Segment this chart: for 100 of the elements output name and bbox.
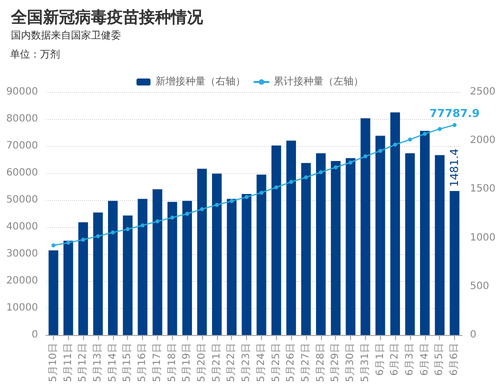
- chart-title: 全国新冠病毒疫苗接种情况: [10, 8, 204, 26]
- x-tick-label: 5月29日: [330, 343, 342, 382]
- y2-tick-label: 1500: [470, 184, 496, 195]
- bar: [316, 153, 326, 335]
- point: [81, 238, 86, 242]
- point: [363, 154, 368, 158]
- point: [393, 142, 398, 147]
- y-tick-label: 60000: [6, 168, 38, 178]
- y2-tick-label: 500: [470, 280, 490, 292]
- y2-tick-label: 2000: [470, 135, 496, 146]
- point: [244, 195, 249, 200]
- bar: [434, 155, 445, 335]
- x-tick-label: 5月26日: [286, 343, 297, 382]
- bar: [405, 153, 415, 335]
- y2-tick-label: 2500: [470, 86, 496, 98]
- point: [110, 230, 115, 234]
- point: [422, 132, 427, 136]
- y-tick-label: 40000: [6, 222, 38, 232]
- x-tick-label: 6月6日: [449, 343, 460, 376]
- point: [170, 216, 174, 220]
- x-tick-label: 5月18日: [166, 343, 178, 382]
- x-tick-label: 5月23日: [241, 343, 252, 382]
- point: [214, 202, 219, 207]
- point: [438, 126, 442, 131]
- bar: [93, 212, 103, 335]
- x-tick-label: 5月27日: [300, 343, 312, 382]
- x-tick-label: 5月19日: [182, 343, 193, 382]
- bar: [78, 222, 88, 335]
- bar: [182, 200, 192, 335]
- y-tick-label: 30000: [6, 248, 38, 260]
- point: [155, 219, 160, 224]
- point: [318, 170, 323, 174]
- point: [200, 207, 204, 212]
- point: [378, 148, 382, 153]
- x-tick-label: 6月5日: [434, 343, 446, 376]
- x-tick-label: 5月22日: [226, 343, 238, 382]
- bar: [450, 191, 460, 335]
- point: [51, 243, 56, 248]
- bar: [197, 168, 207, 335]
- y2-tick-label: 0: [470, 330, 476, 340]
- x-tick-label: 6月2日: [390, 343, 401, 376]
- bar: [63, 240, 74, 335]
- bar: [108, 200, 118, 335]
- point: [452, 122, 457, 127]
- point: [289, 180, 294, 184]
- y-tick-label: 10000: [6, 302, 38, 314]
- point: [408, 138, 412, 142]
- bar: [346, 158, 356, 335]
- point: [274, 185, 278, 190]
- x-tick-label: 5月14日: [107, 343, 118, 382]
- y-tick-label: 20000: [6, 276, 38, 286]
- data-label: 77787.9: [430, 106, 480, 120]
- bar: [167, 202, 178, 335]
- text: 单位：万剂: [10, 48, 60, 60]
- y-tick-label: 90000: [6, 86, 38, 98]
- x-tick-label: 5月25日: [270, 343, 282, 382]
- x-tick-label: 6月1日: [374, 343, 386, 376]
- point: [259, 190, 264, 195]
- x-tick-label: 5月21日: [211, 343, 222, 382]
- bar: [242, 194, 252, 335]
- bar: [212, 174, 222, 335]
- chart-subtitle: 国内数据来自国家卫健委: [11, 30, 121, 42]
- bar: [138, 198, 148, 335]
- point: [140, 223, 145, 228]
- bar: [390, 112, 400, 335]
- x-tick-label: 6月4日: [419, 343, 430, 376]
- x-tick-label: 5月31日: [360, 343, 371, 382]
- bar: [301, 162, 311, 335]
- bar: [122, 215, 133, 335]
- bar: [286, 140, 296, 335]
- point: [348, 160, 353, 164]
- bar: [48, 250, 58, 335]
- bar: [420, 130, 430, 335]
- bar: [375, 136, 386, 335]
- bar: [271, 145, 282, 335]
- point: [96, 234, 100, 238]
- x-tick-label: 6月3日: [404, 343, 416, 376]
- point: [230, 199, 234, 204]
- bar: [152, 189, 162, 335]
- x-tick-label: 5月13日: [92, 343, 104, 382]
- legend-label: 新增接种量（右轴）: [156, 76, 246, 88]
- point: [334, 165, 338, 170]
- x-tick-label: 5月12日: [78, 343, 89, 382]
- x-tick-label: 5月11日: [62, 343, 74, 382]
- y-tick-label: 70000: [6, 140, 38, 152]
- point: [126, 227, 130, 232]
- y-tick-label: 50000: [6, 194, 38, 206]
- x-tick-label: 5月28日: [315, 343, 326, 382]
- y-tick-label: 0: [32, 330, 38, 340]
- y2-tick-label: 1000: [470, 232, 496, 244]
- x-tick-label: 5月10日: [48, 343, 59, 382]
- bar: [256, 174, 266, 335]
- bar: [330, 161, 341, 335]
- x-tick-label: 5月17日: [152, 343, 163, 382]
- legend-label: 累计接种量（左轴）: [274, 76, 364, 88]
- point: [66, 240, 70, 245]
- point: [304, 175, 308, 180]
- x-tick-label: 5月30日: [345, 343, 356, 382]
- x-tick-label: 5月24日: [256, 343, 267, 382]
- bar: [226, 198, 237, 335]
